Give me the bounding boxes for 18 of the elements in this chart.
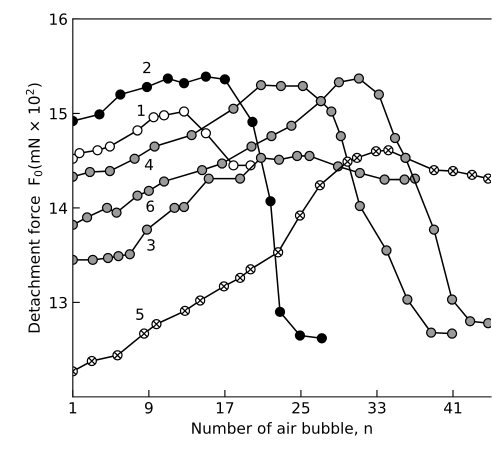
series-label: 1	[138, 104, 145, 116]
series-label: 4	[144, 159, 154, 170]
x-axis-title: Number of air bubble, n	[192, 422, 372, 436]
y-tick-label: 14	[50, 202, 68, 214]
y-axis-title: Detachment force F$_{0}$(mN × 10$^{2}$)	[26, 83, 42, 332]
x-tick-label: 41	[444, 402, 462, 414]
x-tick-label: 17	[216, 402, 234, 414]
x-tick-label: 33	[368, 402, 386, 414]
series-label: 2	[143, 62, 150, 74]
x-tick-label: 25	[292, 402, 310, 414]
series-label: 5	[136, 308, 144, 320]
series-label: 3	[147, 239, 155, 251]
y-tick-label: 15	[50, 108, 67, 120]
y-tick-label: 13	[50, 296, 67, 308]
series-label: 6	[146, 200, 154, 212]
y-tick-label: 16	[50, 13, 67, 25]
x-tick-label: 9	[144, 402, 153, 414]
x-tick-label: 1	[70, 402, 76, 414]
